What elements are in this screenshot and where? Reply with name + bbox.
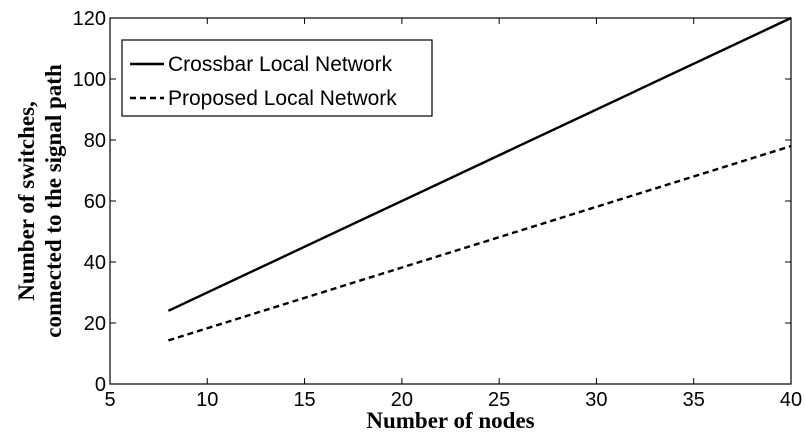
y-tick-label: 120: [73, 8, 106, 30]
y-tick-label: 80: [84, 130, 106, 152]
series-line-1: [167, 16, 792, 312]
y-tick-label: 100: [73, 69, 106, 91]
x-tick-label: 35: [683, 389, 705, 411]
legend-label-1: Crossbar Local Network: [168, 53, 393, 76]
series-layer: [167, 16, 792, 342]
x-tick-label: 20: [391, 389, 413, 411]
x-tick-label: 40: [780, 389, 802, 411]
y-axis-label-line-2: connected to the signal path: [41, 64, 66, 338]
series-line-2: [168, 144, 792, 342]
legend: Crossbar Local Network Proposed Local Net…: [121, 39, 433, 117]
y-tick-label: 60: [84, 191, 106, 213]
axis-ticks: 5 10 15 20 25 30 35 40 0 20 40 60 80 100 120: [73, 8, 803, 411]
x-axis-label: Number of nodes: [366, 408, 534, 433]
y-tick-label: 0: [95, 374, 106, 396]
x-tick-label: 10: [196, 389, 218, 411]
legend-box: [121, 39, 433, 117]
x-tick-label: 25: [488, 389, 510, 411]
legend-label-2: Proposed Local Network: [168, 87, 397, 110]
y-axis-label-line-1: Number of switches,: [14, 101, 39, 301]
x-tick-label: 15: [293, 389, 315, 411]
y-tick-label: 40: [84, 252, 106, 274]
y-tick-label: 20: [84, 313, 106, 335]
x-tick-label: 5: [104, 389, 115, 411]
x-tick-label: 30: [585, 389, 607, 411]
